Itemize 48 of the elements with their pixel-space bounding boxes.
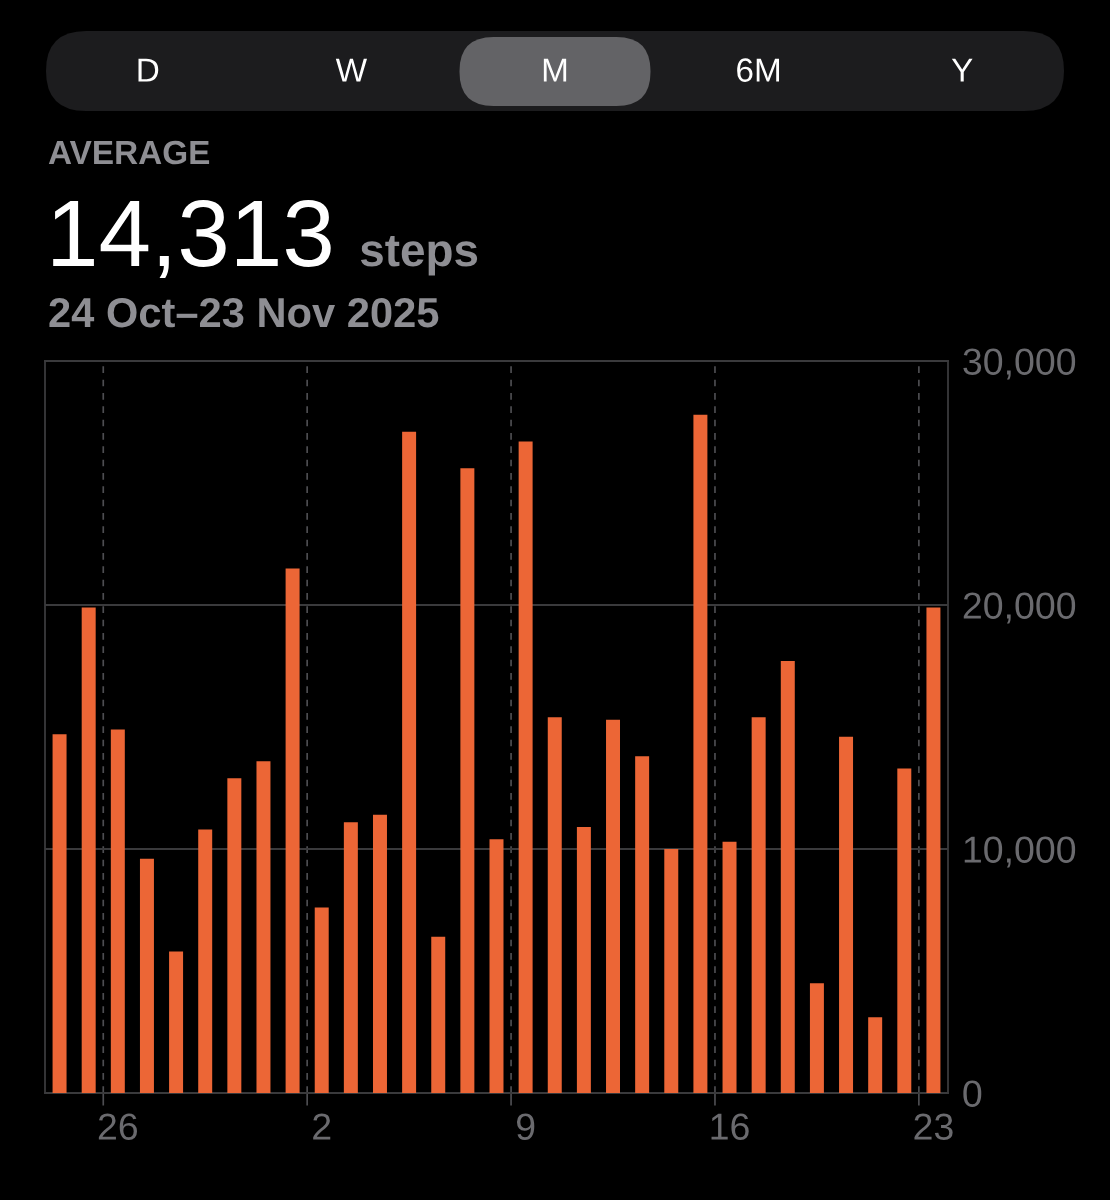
x-tick-label: 9 — [516, 1113, 535, 1140]
bar — [81, 607, 96, 1093]
bar — [285, 568, 300, 1093]
bar — [809, 983, 824, 1093]
bar — [110, 729, 125, 1093]
x-tick-label: 2 — [313, 1113, 331, 1140]
y-tick-label: 30,000 — [963, 348, 1076, 380]
text: W — [335, 58, 368, 82]
bar — [664, 849, 679, 1093]
bar — [314, 907, 329, 1093]
bar — [227, 778, 242, 1093]
bar — [897, 768, 912, 1093]
bar — [52, 734, 67, 1093]
text: 6M — [737, 58, 780, 82]
x-tick-label: 16 — [711, 1113, 749, 1140]
text: M — [543, 58, 567, 82]
text: Y — [951, 58, 973, 82]
bar — [402, 431, 417, 1093]
bar — [518, 441, 533, 1093]
bar — [169, 951, 184, 1093]
x-tick-label: 23 — [914, 1113, 953, 1140]
x-tick-label: 26 — [98, 1113, 138, 1140]
bar — [722, 841, 737, 1093]
bar — [198, 829, 213, 1093]
bar — [547, 717, 562, 1093]
chart-subtitle: 14,313 steps — [53, 200, 478, 279]
bar — [256, 761, 271, 1093]
bar — [139, 858, 154, 1093]
y-tick-label: 20,000 — [963, 592, 1076, 624]
text: D — [138, 58, 159, 82]
bar — [576, 827, 591, 1093]
bar — [693, 414, 708, 1093]
bar — [751, 717, 766, 1093]
bar — [839, 736, 854, 1093]
bar — [372, 814, 387, 1093]
y-tick-label: 0 — [963, 1080, 982, 1107]
bar — [780, 661, 795, 1093]
bar — [926, 607, 941, 1093]
bar — [868, 1017, 883, 1093]
bar — [489, 839, 504, 1093]
bar — [460, 468, 475, 1093]
bar — [431, 936, 446, 1093]
bar — [343, 822, 358, 1093]
y-tick-label: 10,000 — [964, 836, 1076, 868]
bar — [606, 719, 621, 1093]
bar — [635, 756, 650, 1093]
chart-title: AVERAGE — [48, 140, 210, 165]
text: 24 Oct–23 Nov 2025 — [49, 297, 439, 328]
